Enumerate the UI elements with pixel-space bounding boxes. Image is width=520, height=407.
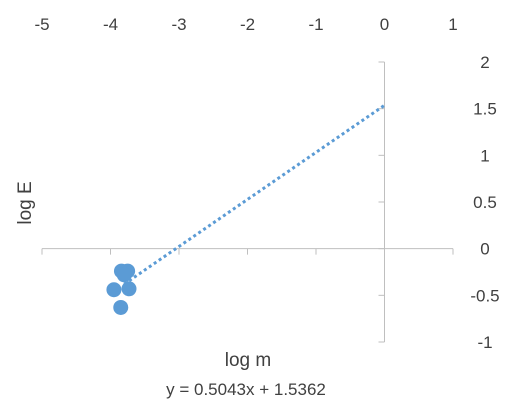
data-point [121, 281, 137, 297]
x-axis-title: log m [225, 350, 271, 371]
y-tick-label: 0.5 [473, 193, 497, 212]
y-tick-label: 1 [480, 146, 489, 165]
trendline-equation: y = 0.5043x + 1.5362 [166, 380, 326, 399]
y-tick-label: 2 [480, 53, 489, 72]
y-tick-label: 0 [480, 240, 489, 259]
x-tick-label: -5 [34, 15, 49, 34]
x-tick-label: -1 [308, 15, 323, 34]
data-point [106, 282, 122, 298]
y-tick-label: -1 [477, 333, 492, 352]
x-tick-label: 1 [448, 15, 457, 34]
x-tick-label: -4 [103, 15, 118, 34]
x-tick-label: 0 [380, 15, 389, 34]
axes [41, 61, 454, 343]
data-points [106, 263, 137, 315]
x-tick-label: -2 [240, 15, 255, 34]
data-point [116, 267, 132, 283]
y-axis-title: log E [15, 181, 36, 224]
data-point [113, 299, 129, 315]
tick-labels: -5 -4 -3 -2 -1 0 1 -1 -0.5 0 0.5 1 1.5 2 [34, 15, 499, 352]
y-tick-label: -0.5 [470, 286, 499, 305]
y-tick-label: 1.5 [473, 100, 497, 119]
trendline-group [123, 104, 386, 286]
x-tick-label: -3 [171, 15, 186, 34]
trendline [123, 104, 386, 286]
